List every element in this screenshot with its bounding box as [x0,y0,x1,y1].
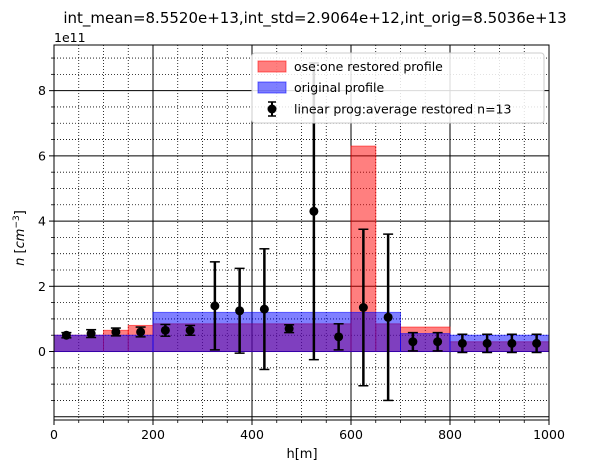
errorbar-point [87,329,96,338]
x-tick-label: 600 [339,427,363,442]
errorbar-point [235,306,244,315]
x-tick-label: 200 [141,427,165,442]
x-tick-label: 400 [240,427,264,442]
legend-label-errorbar: linear prog:average restored n=13 [294,102,511,117]
x-tick-label: 800 [438,427,462,442]
errorbar-point [507,339,516,348]
y-tick-label: 4 [38,214,46,229]
errorbar-point [111,327,120,336]
errorbar-point [334,332,343,341]
y-tick-label: 6 [38,148,46,163]
y-tick-label: 0 [38,344,46,359]
y-tick-label: 2 [38,279,46,294]
x-tick-label: 1000 [533,427,565,442]
x-tick-label: 0 [50,427,58,442]
legend-label-restored: ose:one restored profile [294,59,443,74]
y-multiplier-label: 1e11 [54,30,86,45]
legend: ose:one restored profile original profile… [252,53,544,123]
legend-errorbar-point [268,105,277,114]
errorbar-point [458,339,467,348]
errorbar-point [186,326,195,335]
y-axis-label-exponent: −3 [12,215,22,228]
chart-title: int_mean=8.5520e+13,int_std=2.9064e+12,i… [63,9,566,28]
errorbar-point [532,339,541,348]
legend-swatch-restored [258,61,286,72]
y-axis-label-main: n [13,253,28,265]
errorbar-point [161,326,170,335]
original-bar [401,334,451,352]
legend-swatch-original [258,82,286,93]
errorbar-point [260,305,269,314]
errorbar-point [210,301,219,310]
errorbar-point [136,327,145,336]
errorbar-point [433,337,442,346]
errorbar-point [309,207,318,216]
y-tick-label: 8 [38,83,46,98]
errorbar-point [62,331,71,340]
legend-label-original: original profile [294,80,384,95]
errorbar-point [483,339,492,348]
y-axis-label: n [cm−3] [12,210,28,266]
errorbar-point [285,324,294,333]
errorbar-point [384,313,393,322]
x-axis-label: h[m] [286,447,317,462]
y-axis-label-bracket-close: ] [13,210,28,215]
errorbar-point [408,337,417,346]
y-axis-label-unit: cm [13,229,28,249]
errorbar-point [359,303,368,312]
